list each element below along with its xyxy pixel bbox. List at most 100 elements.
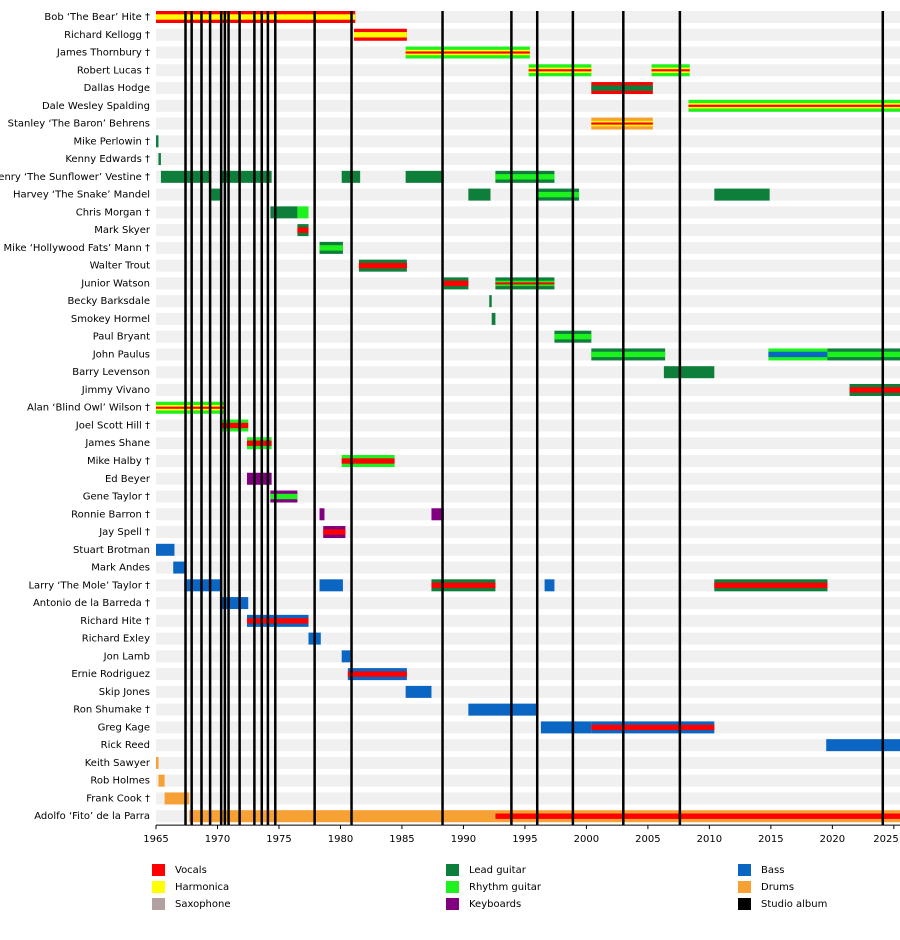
row-band [156,188,900,201]
row-band [156,295,900,308]
member-name: Kenny Edwards † [65,154,150,165]
x-tick-label: 2015 [758,834,783,845]
x-tick-label: 1970 [205,834,230,845]
tenure-stripe [495,282,555,285]
tenure-bar [405,685,432,698]
member-name: Jay Spell † [98,527,150,538]
legend-label: Saxophone [175,899,231,910]
row-band [156,64,900,77]
tenure-bar [826,739,900,752]
member-name: Adolfo ‘Fito’ de la Parra [34,811,150,822]
row-band [156,153,900,166]
x-tick-label: 1975 [266,834,291,845]
member-name: Jon Lamb [103,651,150,662]
tenure-bar [297,206,309,219]
member-name: Larry ‘The Mole’ Taylor † [28,580,150,591]
member-name: Frank Cook † [86,793,150,804]
row-band [156,419,900,432]
row-band [156,490,900,503]
tenure-stripe [431,582,496,589]
tenure-bar [156,543,175,556]
tenure-bar [164,792,190,805]
member-name: Antonio de la Barreda † [33,598,150,609]
tenure-bar [714,188,770,201]
tenure-stripe [591,724,715,731]
x-tick-label: 2000 [574,834,599,845]
member-name: Ronnie Barron † [71,509,150,520]
member-name: Chris Morgan † [76,207,150,218]
row-band [156,739,900,752]
tenure-stripe [528,69,592,72]
tenure-stripe [323,529,346,535]
row-band [156,383,900,396]
tenure-stripe [768,351,828,358]
tenure-bar [491,312,496,325]
row-band [156,206,900,219]
legend-label: Lead guitar [469,865,527,876]
x-tick-label: 2005 [635,834,660,845]
legend-swatch [446,898,459,910]
row-band [156,348,900,361]
member-name: Rob Holmes [90,776,150,787]
tenure-stripe [827,351,900,358]
tenure-stripe [297,227,309,233]
row-band [156,597,900,610]
row-band [156,259,900,272]
legend-swatch [152,881,165,893]
member-name: James Thornbury † [56,48,150,59]
member-name: Ed Beyer [105,474,151,485]
tenure-stripe [247,440,272,446]
tenure-stripe [495,813,900,819]
member-name: Dale Wesley Spalding [42,101,150,112]
tenure-stripe [156,406,224,409]
row-band [156,312,900,325]
tenure-bar [468,188,491,201]
row-band [156,561,900,574]
row-band [156,543,900,556]
tenure-stripe [347,671,407,677]
tenure-stripe [358,262,407,269]
row-band [156,508,900,521]
tenure-bar [189,810,496,823]
tenure-bar [158,774,165,787]
member-name: Walter Trout [90,261,151,272]
tenure-stripe [849,387,900,393]
member-name: Mark Andes [91,563,150,574]
tenure-stripe [538,191,580,198]
row-band [156,82,900,95]
member-name: Junior Watson [80,278,150,289]
member-name: Keith Sawyer [85,758,151,769]
row-band [156,437,900,450]
member-name: Rick Reed [101,740,150,751]
member-name: Stanley ‘The Baron’ Behrens [8,119,150,130]
legend-label: Harmonica [175,882,229,893]
legend-label: Drums [761,882,794,893]
x-tick-label: 1965 [143,834,168,845]
member-name: Smokey Hormel [71,314,150,325]
row-band [156,685,900,698]
legend-label: Vocals [175,865,207,876]
member-name: Joel Scott Hill † [75,420,150,431]
tenure-bar [173,561,186,574]
member-name: Richard Exley [82,634,150,645]
row-band [156,117,900,130]
tenure-stripe [688,104,900,107]
member-name: James Shane [84,438,150,449]
tenure-bar [158,153,161,166]
member-name: Mark Skyer [94,225,151,236]
legend-label: Keyboards [469,899,521,910]
tenure-stripe [222,422,249,429]
tenure-stripe [353,32,407,38]
tenure-stripe [651,69,690,72]
x-tick-label: 2020 [820,834,845,845]
tenure-bar [156,756,159,769]
tenure-bar [219,597,249,610]
x-tick-label: 2025 [873,834,898,845]
member-name: Ernie Rodriguez [71,669,150,680]
tenure-bar [156,135,159,148]
legend-swatch [738,881,751,893]
tenure-bar [431,508,444,521]
tenure-stripe [341,458,395,464]
member-name: Paul Bryant [93,332,150,343]
